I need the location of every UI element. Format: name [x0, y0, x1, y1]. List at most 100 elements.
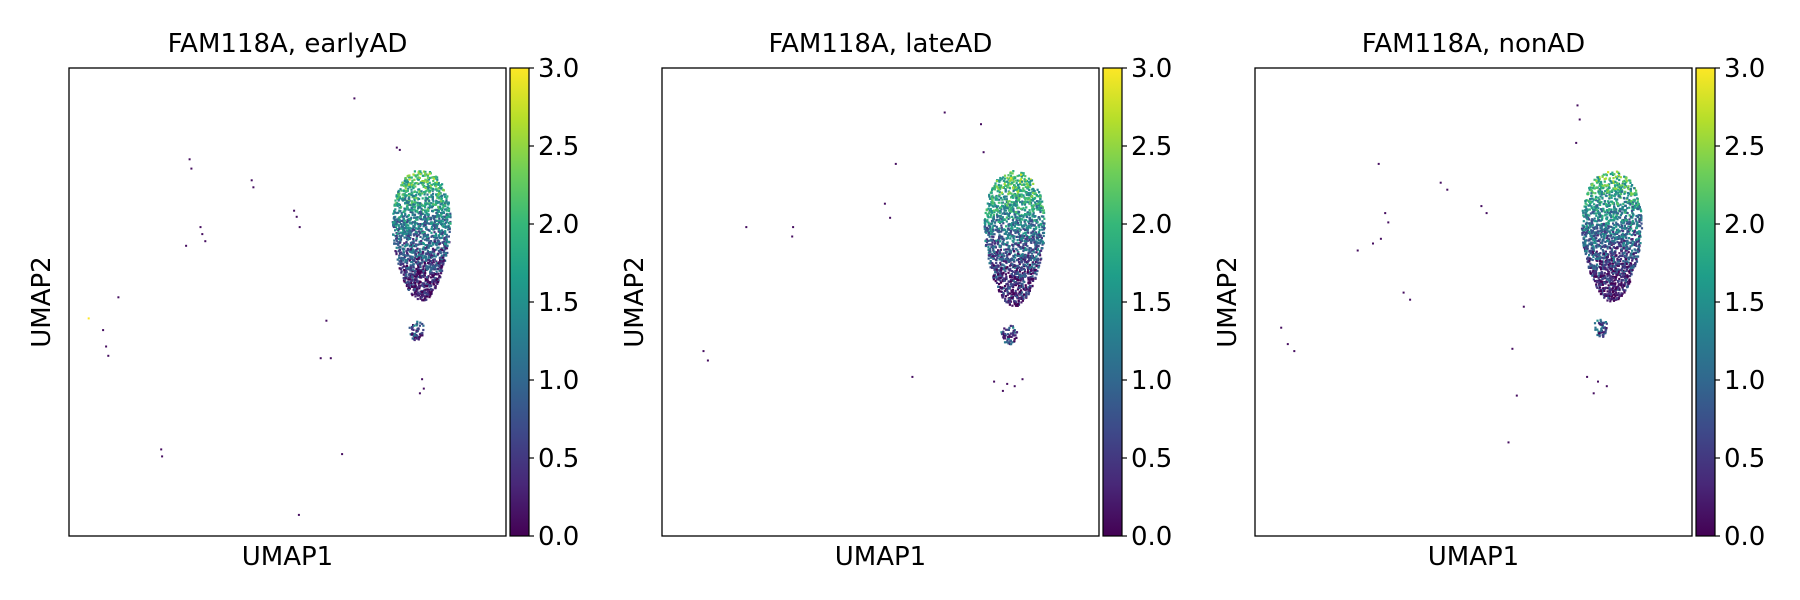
- cell-point: [1026, 226, 1029, 229]
- cell-point: [407, 273, 410, 276]
- cell-point: [1034, 192, 1037, 195]
- cell-point: [1607, 221, 1610, 224]
- cell-point: [1029, 276, 1032, 279]
- cell-point: [1598, 290, 1601, 293]
- cell-point: [1601, 275, 1604, 278]
- cell-point: [412, 242, 415, 245]
- cell-point: [410, 188, 413, 191]
- cell-point: [1021, 378, 1024, 381]
- cell-point: [447, 224, 450, 227]
- cell-point: [1589, 186, 1592, 189]
- cell-point: [1002, 240, 1005, 244]
- cell-point: [410, 325, 414, 329]
- cell-point: [1614, 291, 1618, 294]
- cell-point: [1601, 240, 1604, 243]
- cell-point: [1022, 288, 1025, 291]
- cell-point: [1612, 180, 1615, 183]
- cell-point: [997, 278, 1000, 281]
- cell-point: [985, 226, 989, 229]
- cell-point: [986, 213, 989, 216]
- cell-point: [1614, 250, 1617, 253]
- cell-point: [411, 255, 414, 258]
- cell-point: [1035, 245, 1038, 249]
- cell-point: [1592, 219, 1595, 222]
- cell-point: [1004, 265, 1007, 268]
- cell-point: [989, 203, 992, 206]
- cell-point: [437, 208, 440, 211]
- cell-point: [1022, 274, 1025, 277]
- cell-point: [1016, 252, 1020, 255]
- cell-point: [1626, 200, 1629, 203]
- cell-point: [441, 206, 445, 209]
- cell-point: [1017, 243, 1020, 247]
- cell-point: [418, 240, 421, 243]
- cell-point: [1592, 278, 1595, 281]
- cell-point: [1587, 258, 1590, 261]
- cell-point: [1028, 235, 1031, 239]
- cell-point: [1023, 214, 1026, 217]
- cell-point: [1591, 220, 1594, 223]
- cell-point: [438, 190, 441, 193]
- cell-point: [411, 179, 414, 182]
- cell-point: [426, 288, 429, 291]
- cell-point: [1040, 204, 1043, 207]
- cell-point: [1029, 183, 1032, 186]
- cell-point: [432, 242, 435, 245]
- cell-point: [1612, 222, 1615, 225]
- cell-point: [1028, 278, 1031, 281]
- cell-point: [1606, 278, 1609, 281]
- cell-point: [422, 185, 425, 188]
- cell-point: [441, 215, 444, 218]
- cell-point: [406, 253, 409, 256]
- cell-point: [1024, 185, 1027, 189]
- cell-point: [1009, 280, 1012, 283]
- cell-point: [431, 247, 435, 250]
- cell-point: [1000, 275, 1004, 278]
- cell-point: [433, 280, 436, 283]
- cell-point: [1612, 257, 1615, 260]
- cell-point: [1013, 213, 1016, 216]
- cell-point: [1637, 205, 1640, 208]
- cell-point: [1588, 204, 1591, 207]
- cell-point: [1007, 280, 1010, 283]
- y-axis-label: UMAP2: [620, 256, 650, 347]
- cell-point: [1039, 234, 1042, 237]
- cell-point: [437, 281, 440, 284]
- cell-point: [1594, 206, 1597, 209]
- cell-point: [319, 357, 322, 360]
- cell-point: [1026, 245, 1029, 248]
- cell-point: [1006, 233, 1009, 236]
- cell-point: [447, 209, 451, 213]
- cell-point: [1605, 257, 1608, 260]
- cell-point: [998, 250, 1001, 253]
- cell-point: [1597, 196, 1600, 199]
- cell-point: [1011, 243, 1014, 246]
- cell-point: [1611, 280, 1614, 283]
- cell-point: [417, 336, 420, 339]
- colorbar-tick-label: 3.0: [538, 54, 579, 84]
- cell-point: [442, 220, 445, 223]
- cell-point: [1633, 255, 1636, 258]
- cell-point: [434, 277, 437, 280]
- cell-point: [1623, 276, 1627, 280]
- cell-point: [413, 287, 416, 291]
- cell-point: [435, 236, 438, 239]
- cell-point: [418, 280, 421, 283]
- cell-point: [1610, 268, 1613, 271]
- cell-point: [422, 267, 425, 270]
- axes-frame: [68, 67, 507, 537]
- cell-point: [1017, 264, 1020, 267]
- cell-point: [989, 208, 992, 211]
- cell-point: [1599, 219, 1602, 222]
- cell-point: [1011, 239, 1014, 242]
- cell-point: [404, 261, 407, 264]
- cell-point: [1615, 297, 1618, 300]
- cell-point: [1015, 188, 1018, 191]
- cell-point: [419, 321, 422, 324]
- cell-point: [1011, 205, 1014, 208]
- cell-point: [1005, 195, 1008, 198]
- cell-point: [1585, 251, 1588, 254]
- cell-point: [1022, 256, 1025, 259]
- cell-point: [1036, 270, 1039, 273]
- cell-point: [413, 259, 416, 263]
